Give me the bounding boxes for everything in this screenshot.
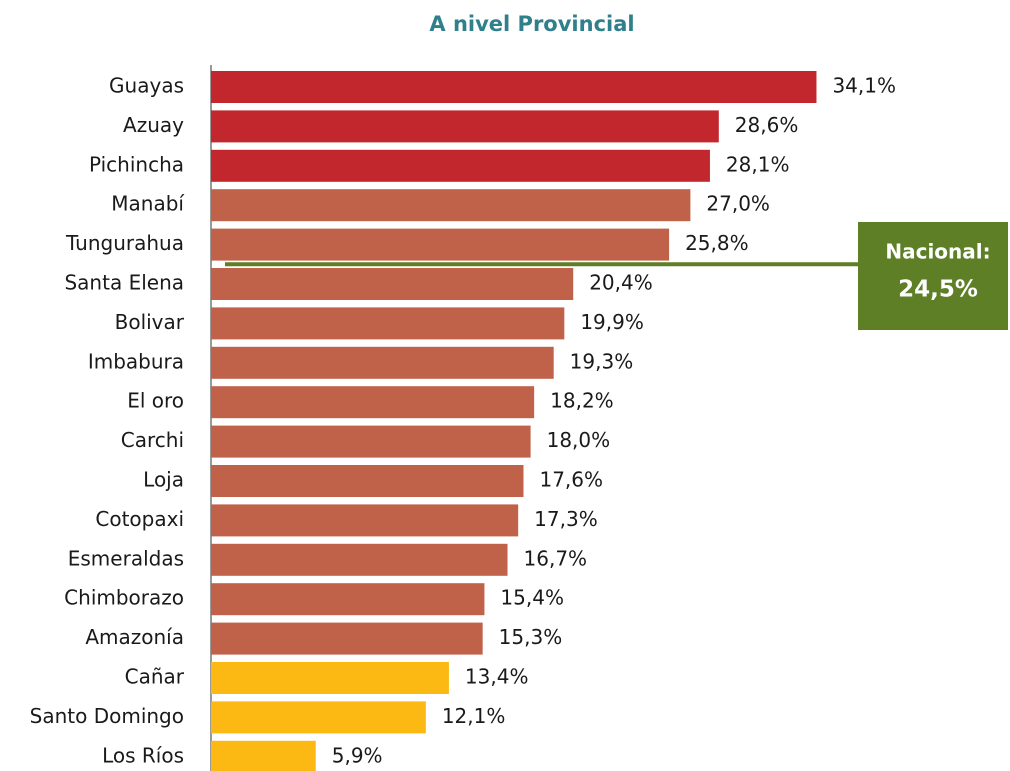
chart-title: A nivel Provincial [429,12,634,36]
y-tick-label: El oro [127,389,184,413]
value-label: 18,0% [547,428,611,452]
y-tick-label: Chimborazo [64,586,184,610]
bar [211,465,524,497]
y-tick-label: Los Ríos [102,743,184,767]
value-label: 20,4% [589,271,653,295]
value-label: 13,4% [465,665,529,689]
value-label: 15,4% [500,586,564,610]
y-tick-label: Cotopaxi [95,507,184,531]
value-label: 18,2% [550,389,614,413]
y-tick-label: Santo Domingo [30,704,184,728]
value-label: 17,3% [534,507,598,531]
y-tick-label: Cañar [125,665,185,689]
bar [211,740,316,771]
y-tick-label: Azuay [123,113,184,137]
bar [211,268,574,300]
y-tick-label: Esmeraldas [68,546,184,570]
value-label: 15,3% [499,625,563,649]
y-tick-label: Amazonía [85,625,184,649]
value-label: 5,9% [332,743,383,767]
bar [211,504,519,537]
reference-label: Nacional: [885,240,990,264]
value-label: 12,1% [442,704,506,728]
y-tick-label: Pichincha [89,152,184,176]
y-tick-label: Manabí [111,192,185,216]
bar [211,71,817,103]
bar [211,110,719,143]
value-label: 28,6% [735,113,799,137]
value-label: 28,1% [726,152,790,176]
value-label: 27,0% [706,192,770,216]
y-tick-label: Santa Elena [64,271,184,295]
bar [211,583,485,616]
y-tick-label: Tungurahua [65,231,184,255]
bar [211,149,710,182]
y-tick-label: Guayas [109,74,184,98]
y-tick-label: Carchi [121,428,184,452]
y-tick-label: Loja [143,468,184,492]
bar [211,346,554,379]
bar [211,425,531,458]
bar [211,386,535,419]
y-tick-label: Imbabura [88,349,184,373]
value-label: 19,9% [580,310,644,334]
bar [211,662,449,694]
value-label: 16,7% [524,546,588,570]
value-label: 17,6% [539,468,603,492]
bar [211,622,483,655]
bar [211,701,426,734]
value-label: 34,1% [832,74,896,98]
reference-value-label: 24,5% [898,277,978,303]
bar [211,189,691,222]
reference-box [858,222,1008,330]
bar [211,307,565,340]
bar [211,543,508,576]
value-label: 19,3% [570,349,634,373]
bar [211,228,670,261]
value-label: 25,8% [685,231,749,255]
y-tick-label: Bolivar [115,310,185,334]
